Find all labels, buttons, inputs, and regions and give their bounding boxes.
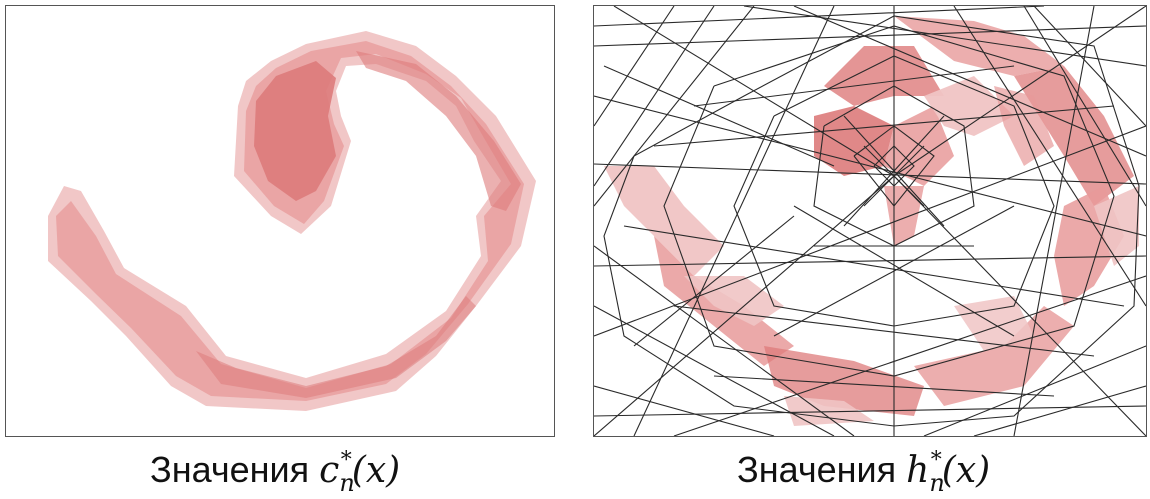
right-mesh-panel	[593, 5, 1147, 437]
right-caption-superscript: *	[930, 448, 942, 473]
spiral-band-dark-arc	[356, 51, 521, 211]
right-caption-argument: (x)	[941, 450, 991, 491]
right-caption-word: Значения	[737, 449, 897, 490]
left-caption-argument: (x)	[351, 450, 401, 491]
right-caption-formula: hn*(x)	[906, 448, 991, 497]
left-caption-superscript: *	[340, 448, 352, 473]
left-caption-formula: cn*(x)	[319, 448, 401, 497]
left-caption-symbol: c	[319, 450, 340, 491]
spiral-core-dark	[254, 61, 336, 201]
right-caption-subscript: n	[929, 469, 945, 497]
left-caption-word: Значения	[150, 449, 310, 490]
spiral-band-dark-bottom	[196, 296, 476, 398]
left-plot-panel	[5, 5, 555, 437]
mesh-filled-cells	[604, 16, 1139, 426]
spiral-band-middle	[56, 41, 524, 401]
right-mesh-plot	[594, 6, 1146, 436]
mesh-edges	[594, 6, 1146, 436]
right-caption: Значения hn*(x)	[737, 448, 990, 497]
left-caption: Значения cn*(x)	[150, 448, 400, 497]
right-caption-symbol: h	[906, 450, 930, 491]
left-caption-subscript: n	[339, 469, 355, 497]
left-spiral-plot	[48, 31, 536, 411]
